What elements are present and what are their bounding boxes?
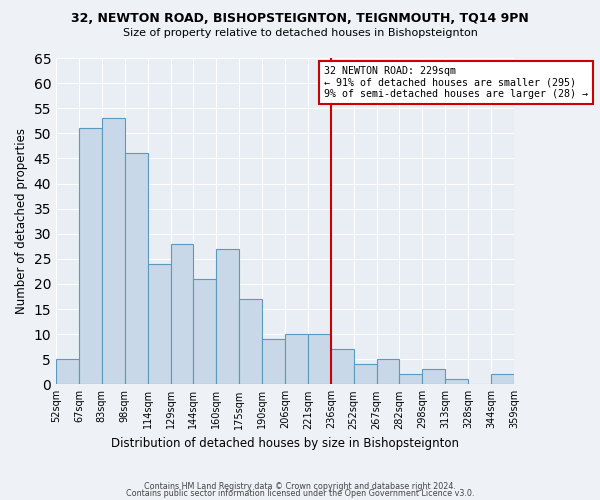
Bar: [56, 359, 79, 384]
Text: 32 NEWTON ROAD: 229sqm
← 91% of detached houses are smaller (295)
9% of semi-det: 32 NEWTON ROAD: 229sqm ← 91% of detached…: [324, 66, 588, 100]
Bar: [262, 339, 285, 384]
Bar: [148, 264, 170, 384]
Bar: [102, 118, 125, 384]
Text: 32, NEWTON ROAD, BISHOPSTEIGNTON, TEIGNMOUTH, TQ14 9PN: 32, NEWTON ROAD, BISHOPSTEIGNTON, TEIGNM…: [71, 12, 529, 26]
Bar: [445, 380, 468, 384]
Bar: [377, 359, 400, 384]
Text: Contains HM Land Registry data © Crown copyright and database right 2024.: Contains HM Land Registry data © Crown c…: [144, 482, 456, 491]
X-axis label: Distribution of detached houses by size in Bishopsteignton: Distribution of detached houses by size …: [111, 437, 459, 450]
Bar: [400, 374, 422, 384]
Text: Contains public sector information licensed under the Open Government Licence v3: Contains public sector information licen…: [126, 489, 474, 498]
Bar: [285, 334, 308, 384]
Bar: [331, 349, 353, 384]
Bar: [308, 334, 331, 384]
Bar: [193, 279, 217, 384]
Bar: [79, 128, 102, 384]
Text: Size of property relative to detached houses in Bishopsteignton: Size of property relative to detached ho…: [122, 28, 478, 38]
Bar: [170, 244, 193, 384]
Bar: [125, 154, 148, 384]
Bar: [239, 299, 262, 384]
Bar: [491, 374, 514, 384]
Y-axis label: Number of detached properties: Number of detached properties: [15, 128, 28, 314]
Bar: [353, 364, 377, 384]
Bar: [422, 369, 445, 384]
Bar: [217, 249, 239, 384]
